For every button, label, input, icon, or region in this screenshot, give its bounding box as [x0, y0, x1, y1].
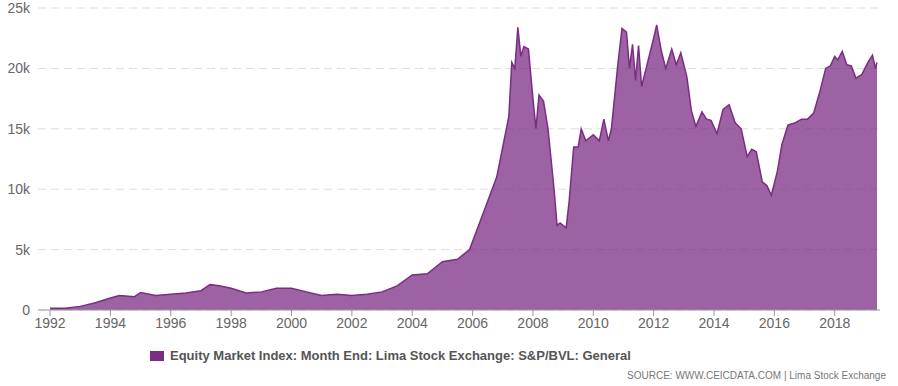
svg-text:2000: 2000	[276, 315, 307, 331]
svg-text:2014: 2014	[698, 315, 729, 331]
svg-text:1996: 1996	[155, 315, 186, 331]
svg-text:2002: 2002	[336, 315, 367, 331]
svg-text:1998: 1998	[216, 315, 247, 331]
svg-text:0: 0	[22, 302, 30, 318]
svg-text:15k: 15k	[8, 121, 31, 137]
svg-text:2004: 2004	[397, 315, 428, 331]
svg-text:2006: 2006	[457, 315, 488, 331]
svg-text:2018: 2018	[819, 315, 850, 331]
svg-text:2016: 2016	[759, 315, 790, 331]
svg-text:1994: 1994	[95, 315, 126, 331]
svg-text:20k: 20k	[8, 60, 31, 76]
svg-text:2012: 2012	[638, 315, 669, 331]
svg-text:5k: 5k	[15, 242, 31, 258]
svg-text:1992: 1992	[34, 315, 65, 331]
html-text:Equity Market Index: Month End: Equity Market Index: Month End: Lima Sto…	[170, 348, 631, 363]
svg-text:25k: 25k	[8, 0, 31, 16]
svg-text:2010: 2010	[578, 315, 609, 331]
svg-text:2008: 2008	[517, 315, 548, 331]
html-text:SOURCE: WWW.CEICDATA.COM | Lim: SOURCE: WWW.CEICDATA.COM | Lima Stock Ex…	[627, 370, 886, 381]
svg-text:10k: 10k	[8, 181, 31, 197]
